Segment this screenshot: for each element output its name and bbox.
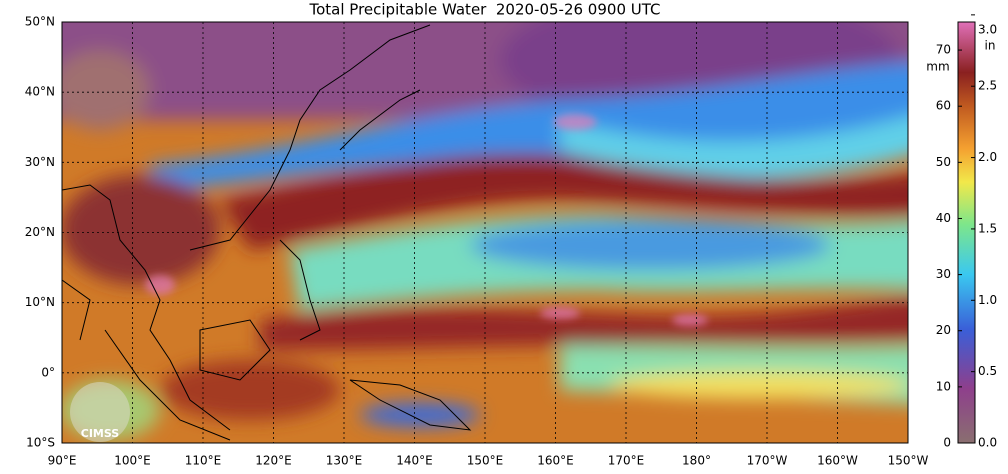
lon-label: 150°W [888, 454, 929, 468]
map-frame [61, 21, 909, 444]
colorbar-in-label: 2.0 [978, 150, 997, 164]
lon-label: 90°E [48, 454, 77, 468]
colorbar-in-label: 2.5 [978, 79, 997, 93]
precipitable-water-field [62, 22, 908, 443]
colorbar-mm-label: 30 [936, 267, 951, 281]
lon-label: 100°E [114, 454, 151, 468]
colorbar-in-label: 1.5 [978, 221, 997, 235]
colorbar-mm-unit: mm [926, 60, 949, 74]
lon-label: 160°W [817, 454, 858, 468]
colorbar-in-unit: in [985, 39, 996, 53]
lon-label: 110°E [185, 454, 222, 468]
lat-label: 10°N [25, 295, 55, 309]
lat-label: 40°N [25, 85, 55, 99]
colorbar-in-label: 0.5 [978, 364, 997, 378]
lat-label: 0° [41, 365, 55, 379]
map-title: Total Precipitable Water 2020-05-26 0900… [308, 1, 660, 19]
lon-label: 180° [682, 454, 711, 468]
colorbar-in-label: 0.0 [978, 436, 997, 450]
colorbar-in-label: 3.0 [978, 23, 997, 37]
lat-label: 30°N [25, 155, 55, 169]
lon-label: 120°E [255, 454, 292, 468]
lon-label: 160°E [537, 454, 574, 468]
colorbar-mm-label: 20 [936, 323, 951, 337]
lon-label: 170°W [747, 454, 788, 468]
lat-label: 10°S [26, 436, 55, 450]
colorbar [957, 21, 976, 444]
lon-label: 140°E [396, 454, 433, 468]
logo-text: CIMSS [81, 427, 120, 440]
colorbar-mm-label: 50 [936, 155, 951, 169]
lon-label: 150°E [467, 454, 504, 468]
lat-label: 20°N [25, 225, 55, 239]
lon-label: 170°E [608, 454, 645, 468]
colorbar-mm-label: 10 [936, 379, 951, 393]
colorbar-mm-label: 70 [936, 43, 951, 57]
logo: CIMSS [70, 382, 130, 442]
colorbar-in-label: 1.0 [978, 293, 997, 307]
colorbar-mm-label: 60 [936, 99, 951, 113]
lon-label: 130°E [326, 454, 363, 468]
colorbar-mm-label: 0 [943, 436, 951, 450]
colorbar-mm-label: 40 [936, 211, 951, 225]
coastlines [62, 24, 472, 441]
lat-label: 50°N [25, 15, 55, 29]
